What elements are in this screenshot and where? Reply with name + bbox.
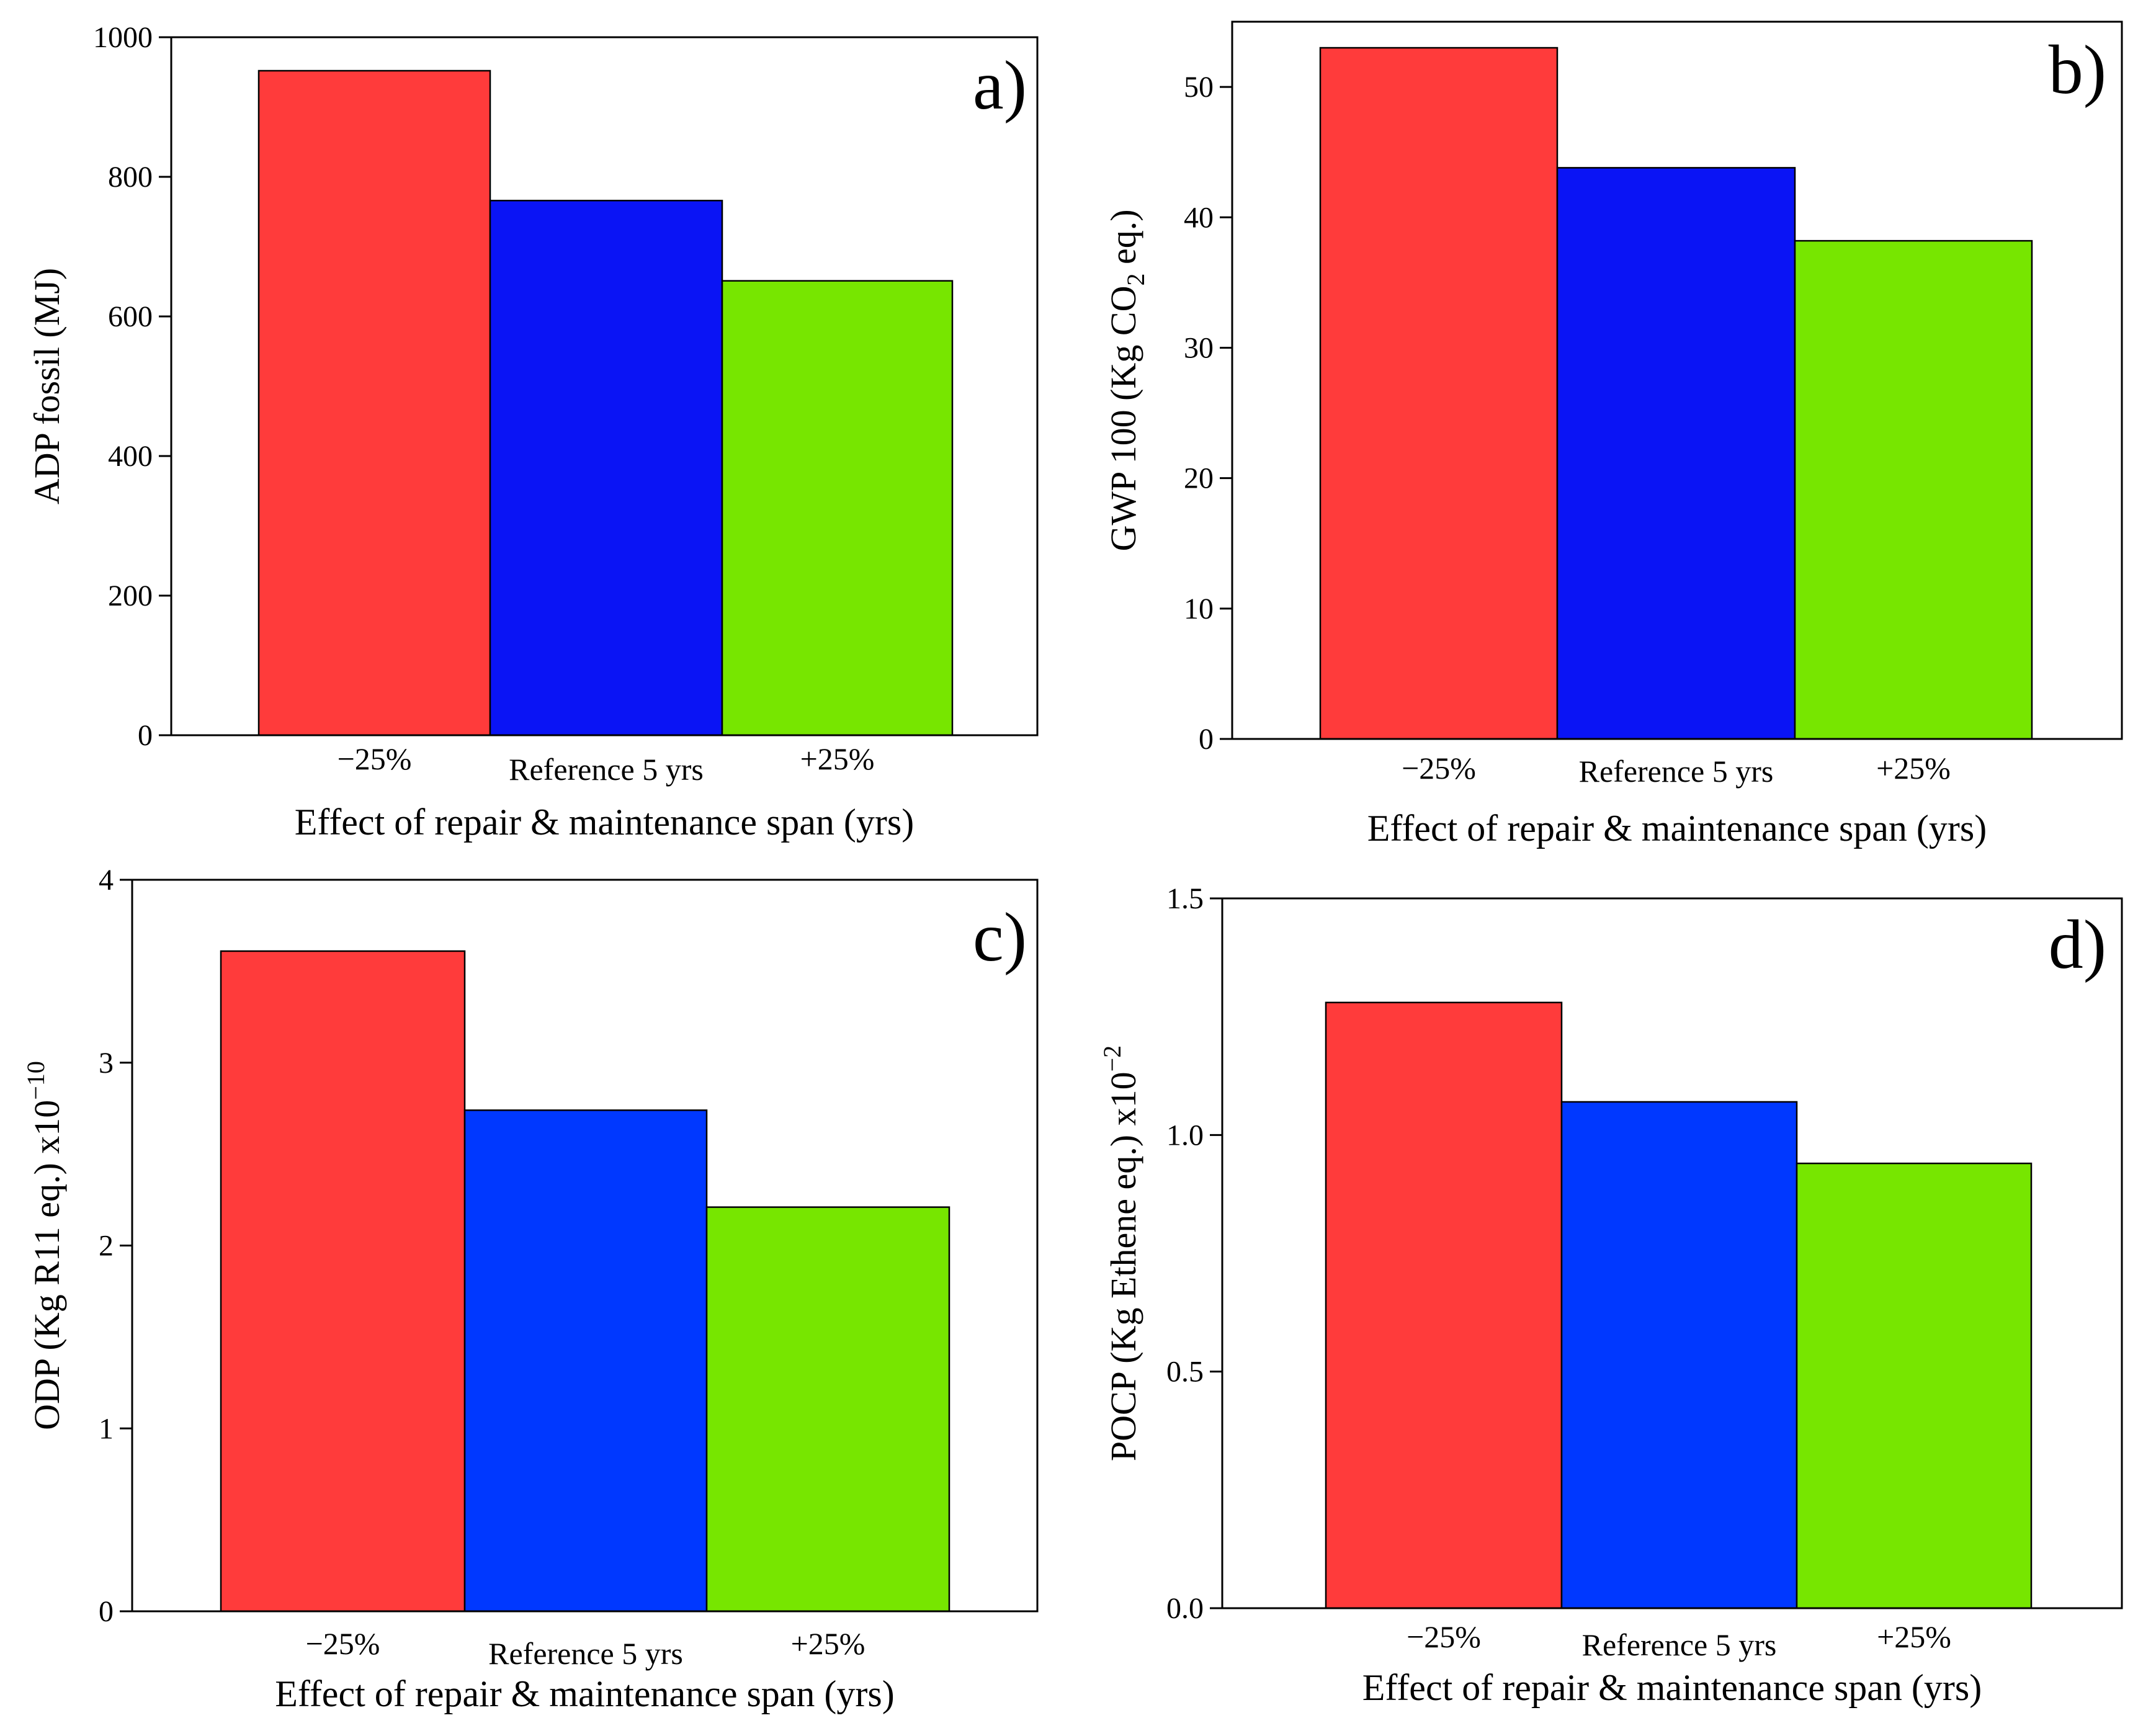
plot-frame-b [1231, 20, 2123, 740]
y-axis-label-main-c: ODP (Kg R11 eq.) x10 [27, 1100, 67, 1430]
bar-c-2 [463, 1109, 708, 1613]
y-axis-label-sup-c: −10 [22, 1061, 50, 1100]
bar-d-3 [1796, 1162, 2033, 1609]
y-tick-label-c-3: 3 [99, 1047, 114, 1080]
y-tick-label-d-1: 0.5 [1166, 1356, 1204, 1389]
x-category-label-d-1: −25% [1407, 1619, 1481, 1654]
panel-label-b: b) [2049, 32, 2106, 109]
x-category-label-c-2: Reference 5 yrs [488, 1636, 683, 1671]
bar-d-2 [1560, 1101, 1798, 1609]
y-tick-label-d-3: 1.5 [1166, 882, 1204, 915]
chart-panel-b: 0 10 20 30 40 50 −25% Reference 5 yrs +25% Effect… [1103, 20, 2123, 849]
y-axis-label-tail-b: eq.) [1103, 209, 1143, 273]
y-tick-label-b-5: 50 [1184, 71, 1214, 104]
chart-panel-c: 0 1 2 3 4 −25% Reference 5 yrs +25% Effect of re… [22, 864, 1039, 1714]
chart-panel-d: 0.0 0.5 1.0 1.5 −25% Reference 5 yrs +25% Effec… [1098, 882, 2123, 1708]
x-category-label-d-2: Reference 5 yrs [1582, 1627, 1777, 1662]
y-tick-label-a-3: 600 [108, 300, 153, 333]
y-tick-label-d-0: 0.0 [1166, 1592, 1204, 1625]
y-axis-label-sub-b: 2 [1122, 274, 1150, 286]
y-tick-label-a-1: 200 [108, 579, 153, 612]
y-tick-label-b-4: 40 [1184, 201, 1214, 234]
bar-b-2 [1556, 167, 1796, 740]
x-category-label-b-3: +25% [1876, 751, 1951, 785]
y-tick-label-b-3: 30 [1184, 331, 1214, 364]
y-axis-label-d: POCP (Kg Ethene eq.) x10−2 [1098, 1045, 1143, 1461]
x-category-label-a-2: Reference 5 yrs [509, 752, 704, 787]
y-axis-label-main-a: ADP fossil (MJ) [27, 268, 67, 504]
y-axis-label-main-b: GWP 100 (Kg CO [1103, 286, 1143, 552]
bar-c-1 [220, 950, 466, 1613]
y-tick-label-a-5: 1000 [93, 21, 153, 54]
panel-label-d: d) [2049, 906, 2106, 983]
x-axis-label-c: Effect of repair & maintenance span (yrs… [275, 1673, 894, 1714]
y-axis-label-sup-d: −2 [1098, 1045, 1126, 1072]
x-category-label-a-1: −25% [338, 741, 412, 776]
bar-c-3 [705, 1206, 950, 1613]
y-tick-label-a-0: 0 [138, 719, 153, 752]
y-tick-label-b-2: 20 [1184, 462, 1214, 495]
x-category-label-d-3: +25% [1877, 1619, 1951, 1654]
bar-b-1 [1319, 47, 1559, 740]
y-tick-label-c-0: 0 [99, 1595, 114, 1628]
plot-frame-d [1221, 897, 2123, 1609]
panel-label-a: a) [973, 47, 1027, 124]
x-axis-label-d: Effect of repair & maintenance span (yrs… [1362, 1667, 1982, 1708]
x-axis-label-b: Effect of repair & maintenance span (yrs… [1367, 808, 1987, 849]
bar-a-2 [489, 200, 723, 736]
x-category-label-c-1: −25% [306, 1626, 380, 1661]
y-tick-label-b-0: 0 [1199, 723, 1214, 756]
x-category-label-a-3: +25% [800, 741, 875, 776]
x-category-label-c-3: +25% [791, 1626, 865, 1661]
y-axis-label-a: ADP fossil (MJ) [27, 268, 67, 504]
x-category-label-b-1: −25% [1402, 751, 1476, 785]
y-axis-label-b: GWP 100 (Kg CO2 eq.) [1103, 209, 1150, 551]
y-axis-label-main-d: POCP (Kg Ethene eq.) x10 [1103, 1072, 1143, 1461]
bar-a-1 [257, 69, 491, 736]
chart-panel-a: 0 200 400 600 800 1000 −25% Reference 5 yrs +25%… [27, 21, 1039, 843]
bar-a-3 [721, 280, 954, 736]
plot-frame-a [170, 36, 1039, 736]
bar-d-1 [1325, 1001, 1563, 1609]
y-axis-label-c: ODP (Kg R11 eq.) x10−10 [22, 1061, 67, 1430]
bar-b-3 [1794, 239, 2033, 740]
y-tick-label-b-1: 10 [1184, 593, 1214, 625]
panel-label-c: c) [973, 899, 1027, 976]
y-tick-label-a-2: 400 [108, 440, 153, 473]
x-category-label-b-2: Reference 5 yrs [1579, 754, 1774, 789]
y-tick-label-d-2: 1.0 [1166, 1119, 1204, 1152]
y-tick-label-c-2: 2 [99, 1230, 114, 1263]
y-tick-label-c-4: 4 [99, 864, 114, 897]
y-tick-label-a-4: 800 [108, 161, 153, 194]
x-axis-label-a: Effect of repair & maintenance span (yrs… [295, 802, 914, 843]
y-tick-label-c-1: 1 [99, 1412, 114, 1445]
